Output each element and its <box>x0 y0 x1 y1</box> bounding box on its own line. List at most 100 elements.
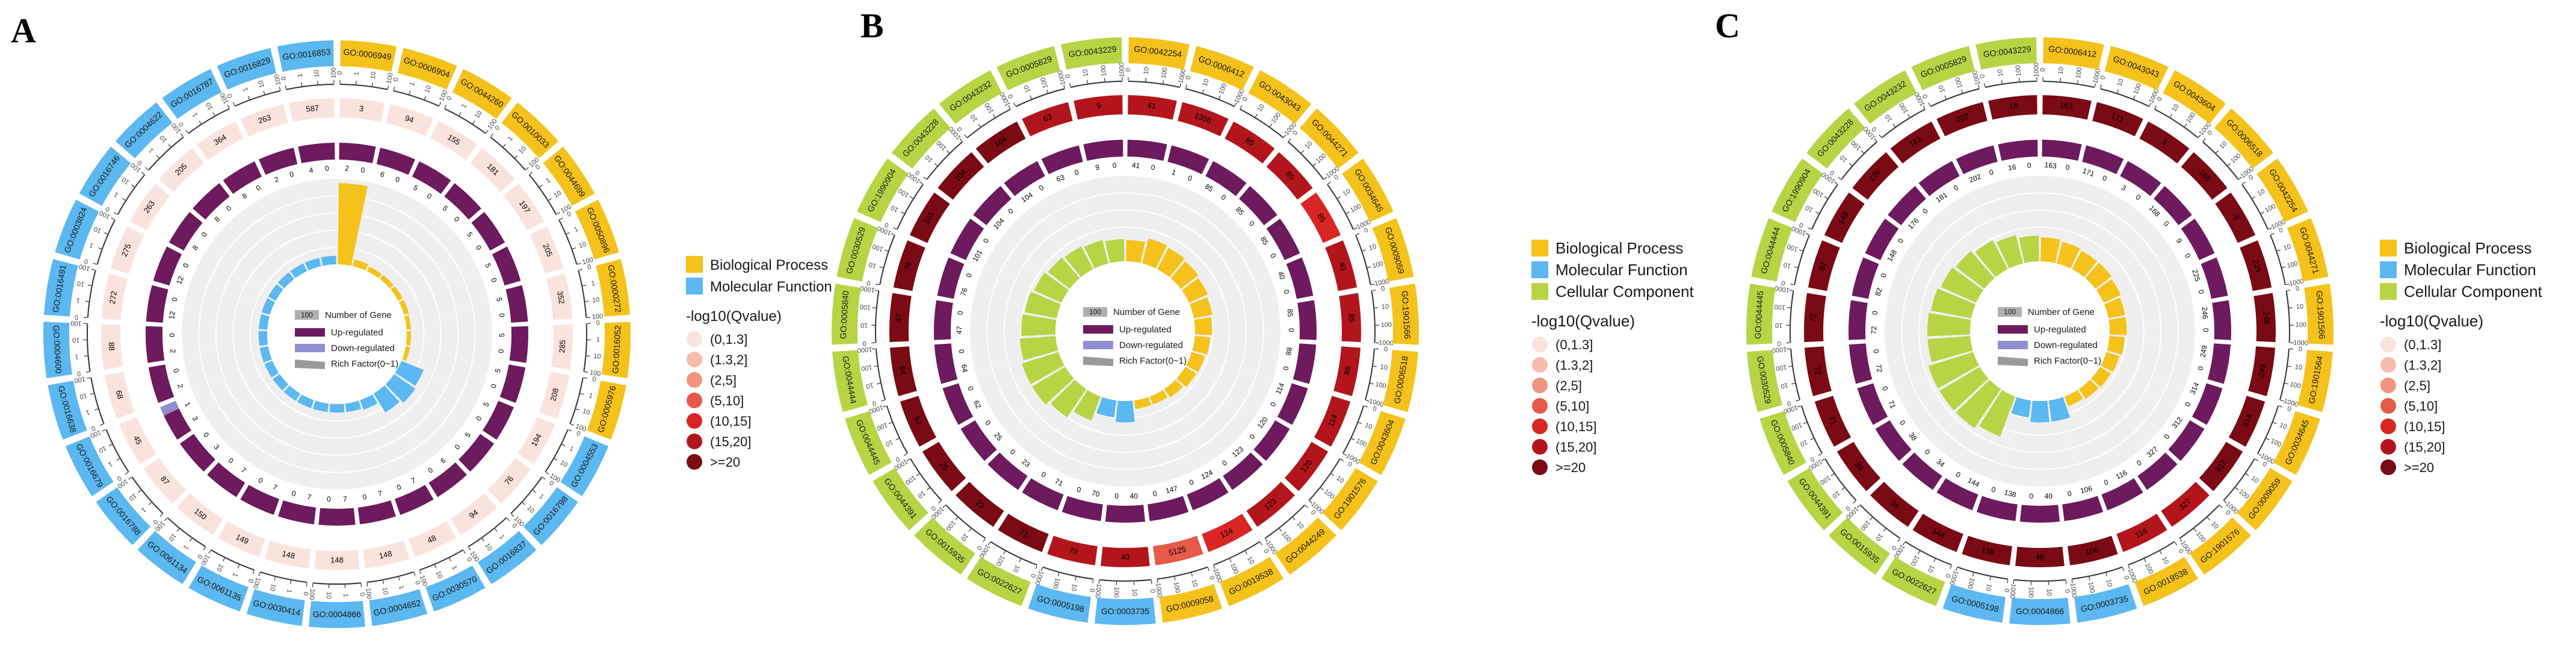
qvalue-band <box>1890 121 1941 164</box>
scale-tick <box>2154 105 2157 109</box>
scale-tick <box>413 572 416 576</box>
scale-tick-label: 10 <box>1805 204 1814 213</box>
scale-tick <box>459 112 462 116</box>
biological_process-term-band <box>1359 411 1406 475</box>
down-regulated-label: Down-regulated <box>2034 340 2098 350</box>
rich-factor-bar <box>297 394 314 408</box>
qvalue-legend-dot <box>687 372 702 388</box>
scale-tick-label: 0 <box>1125 68 1132 72</box>
scale-tick-label: 0 <box>1309 509 1317 517</box>
molecular_function-term-band <box>43 322 73 379</box>
rich-factor-bar <box>1134 397 1152 409</box>
scale-tick <box>2193 528 2197 532</box>
go-term-sector: 0 10 100 1000 GO:0003735 40 40 0 <box>1094 400 1157 625</box>
scale-tick <box>1312 163 1317 166</box>
qvalue-band <box>101 273 128 320</box>
panel-letter: A <box>11 11 36 50</box>
scale-tick <box>2117 89 2119 93</box>
gene-count-label: 246 <box>2261 311 2271 325</box>
qvalue-band <box>2068 535 2118 565</box>
down-count-label: 0 <box>497 349 505 353</box>
scale-tick <box>148 502 152 505</box>
qvalue-band <box>487 458 531 504</box>
rich-factor-bar <box>277 272 294 288</box>
scale-axis <box>926 141 963 180</box>
down-count-label: 0 <box>170 297 179 302</box>
up-count-label: 120 <box>1256 415 1270 431</box>
number-of-gene-swatch <box>1998 307 2022 317</box>
scale-axis <box>966 108 1011 138</box>
scale-tick <box>1305 505 1308 508</box>
scale-tick-label: 0 <box>1029 573 1037 579</box>
rich-factor-bar <box>402 346 410 361</box>
up-regulated-bar <box>960 420 997 461</box>
scale-tick-label: 0 <box>1978 73 1986 79</box>
cellular_component-term-band <box>873 468 928 530</box>
qvalue-legend-label: (5,10] <box>710 393 744 408</box>
up-regulated-bar <box>168 212 203 251</box>
qvalue-band <box>196 121 244 160</box>
rich-factor-swatch <box>295 359 325 369</box>
gene-count-label: 352 <box>555 290 566 305</box>
scale-axis <box>528 174 557 215</box>
scale-tick-label: 10 <box>916 490 927 500</box>
rich-factor-bar <box>1186 352 1205 372</box>
up-regulated-bar <box>1293 343 1317 384</box>
side-legend: Biological Process Molecular Function -log… <box>686 256 832 470</box>
up-count-label: 176 <box>1906 216 1921 231</box>
cellular_component-term-band <box>1746 284 1776 345</box>
scale-tick-label: 100 <box>1100 65 1108 76</box>
rich-factor-bar <box>2091 367 2111 388</box>
scale-tick-label: 100 <box>2143 562 2155 575</box>
up-count-label: 41 <box>1131 161 1140 170</box>
scale-tick-label: 10 <box>1368 243 1377 252</box>
scale-tick <box>1883 528 1886 532</box>
rich-factor-bar <box>1105 239 1125 263</box>
scale-tick <box>1838 176 1841 180</box>
scale-tick-label: 0 <box>2176 548 2184 555</box>
scale-tick <box>572 247 576 250</box>
scale-tick-label: 100 <box>70 319 82 327</box>
cellular_component-term-band <box>1911 46 1975 90</box>
up-regulated-bar <box>146 326 165 363</box>
scale-tick-label: 10 <box>381 586 389 595</box>
up-regulated-bar <box>339 143 376 164</box>
scale-tick-label: 0 <box>2003 588 2010 593</box>
cellular_component-term-band <box>832 350 868 412</box>
scale-tick-label: 10 <box>483 542 493 552</box>
rich-factor-bar <box>2085 263 2112 289</box>
scale-tick <box>1213 565 1215 570</box>
qvalue-band <box>1101 547 1150 567</box>
scale-tick <box>1808 227 1812 230</box>
scale-tick-label: 100 <box>1323 488 1336 501</box>
up-regulated-bar <box>2082 145 2124 175</box>
scale-tick-label: 0 <box>866 279 871 287</box>
qvalue-band <box>1314 396 1351 447</box>
scale-tick-label: 1 <box>397 585 405 590</box>
scale-tick-label: 10 <box>1131 588 1138 596</box>
scale-tick-label: 10 <box>1380 364 1388 372</box>
cellular_component-term-band <box>832 284 861 345</box>
scale-tick-label: 100 <box>1113 586 1120 598</box>
number-of-gene-swatch <box>295 310 319 320</box>
scale-tick <box>306 582 307 587</box>
up-regulated-bar <box>1253 420 1290 461</box>
scale-tick-label: 10 <box>313 70 321 78</box>
scale-tick <box>114 212 118 215</box>
center-key: 100 Number of Gene Up-regulated Down-regula… <box>1083 307 1187 366</box>
scale-tick-label: 10 <box>1256 103 1266 113</box>
up-count-label: 9 <box>1095 163 1101 172</box>
down-count-label: 0 <box>1037 183 1046 193</box>
scale-tick-label: 1000 <box>2148 88 2161 104</box>
rich-factor-bar <box>2078 379 2099 399</box>
scale-tick <box>883 405 887 408</box>
rich-factor-bar <box>1927 313 1971 337</box>
scale-tick-label: 1 <box>591 280 596 288</box>
qvalue-legend-label: (0,1.3] <box>2404 337 2441 352</box>
scale-tick-label: 100 <box>1850 139 1862 152</box>
